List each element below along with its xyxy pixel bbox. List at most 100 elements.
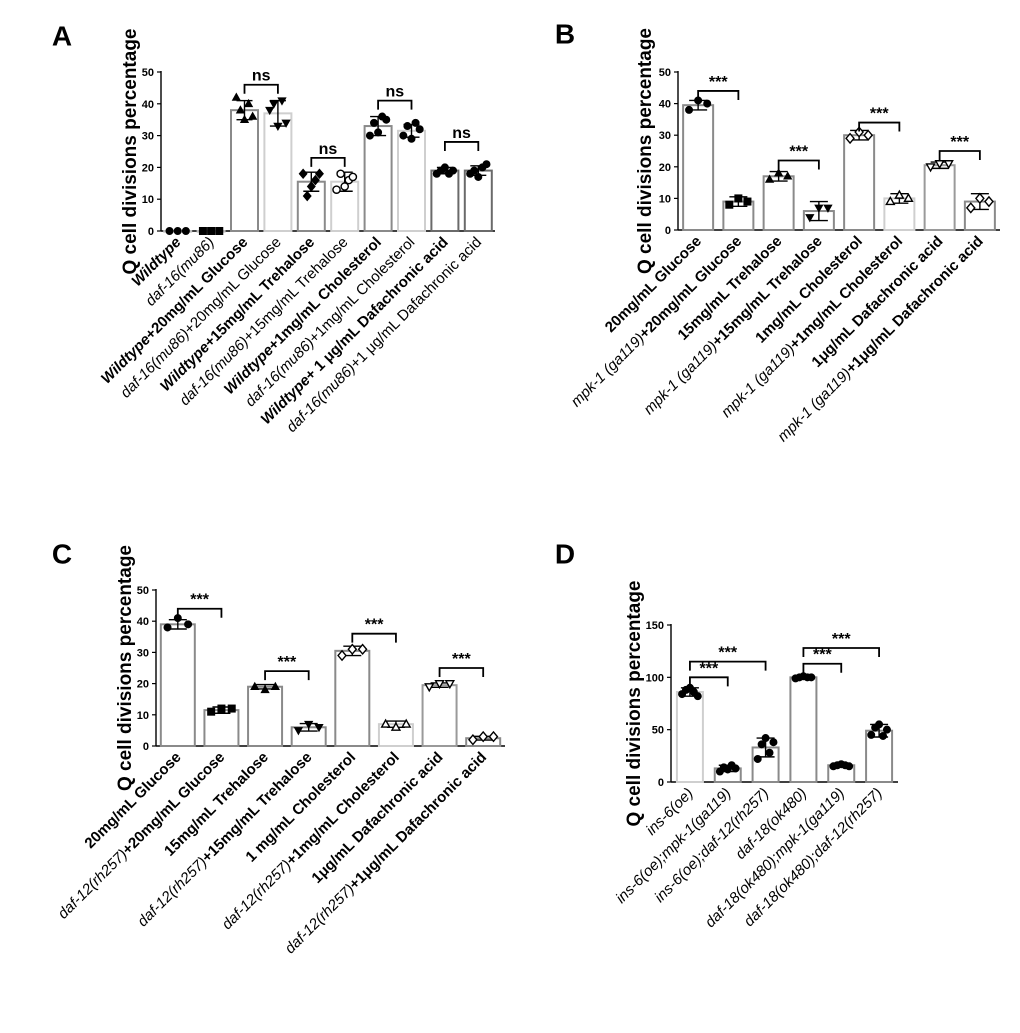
data-point — [424, 683, 435, 693]
data-point — [814, 204, 824, 213]
category-label: mpk-1 (ga119)+20mg/mL Glucose — [568, 233, 746, 411]
data-point — [173, 226, 182, 235]
category-label-part: (rh257) — [85, 846, 131, 892]
significance-label: *** — [789, 143, 808, 160]
bar — [421, 684, 458, 747]
data-point — [231, 92, 241, 101]
data-point — [764, 174, 775, 183]
data-point — [823, 204, 833, 213]
category-label-part: mpk-1 (ga119) — [718, 341, 798, 421]
bar — [203, 709, 240, 747]
y-tick-label: 30 — [659, 130, 671, 142]
data-point — [867, 730, 876, 739]
data-point — [765, 748, 774, 757]
data-point — [399, 131, 408, 140]
bar — [675, 690, 704, 784]
data-point — [217, 704, 226, 713]
category-label-part: mpk-1 (ga119) — [640, 338, 720, 418]
y-tick-label: 50 — [142, 67, 154, 79]
data-point — [407, 134, 416, 143]
data-point — [332, 185, 341, 194]
significance-bracket — [938, 150, 981, 160]
data-point — [943, 160, 954, 170]
data-point — [903, 192, 914, 202]
significance-bracket — [310, 156, 346, 167]
data-point — [250, 681, 260, 690]
data-point — [370, 118, 379, 127]
data-point — [885, 195, 896, 206]
category-label: daf-12(rh257)+20mg/mL Glucose — [55, 749, 229, 923]
bar — [843, 134, 876, 231]
y-tick-label: 20 — [142, 162, 154, 174]
y-tick-label: 150 — [646, 620, 664, 632]
category-label-part: (rh257) — [840, 785, 886, 831]
data-point — [227, 704, 236, 713]
significance-bracket — [351, 632, 397, 643]
data-point — [757, 740, 766, 749]
significance-bracket — [264, 670, 310, 681]
y-tick-label: 50 — [137, 585, 149, 597]
data-point — [215, 226, 224, 235]
data-point — [348, 172, 358, 182]
data-point — [753, 754, 762, 763]
significance-label: *** — [452, 651, 471, 668]
data-point — [382, 115, 391, 124]
y-tick-label: 50 — [652, 725, 664, 737]
data-point — [769, 738, 778, 747]
bar — [159, 623, 196, 748]
data-point — [306, 181, 316, 192]
data-point — [273, 122, 283, 132]
data-point — [198, 226, 207, 235]
data-point — [239, 114, 250, 123]
data-point — [875, 720, 884, 729]
significance-bracket — [802, 647, 880, 658]
data-point — [357, 643, 368, 656]
data-point — [488, 730, 499, 743]
y-tick-label: 40 — [659, 99, 671, 111]
data-point — [340, 182, 350, 191]
data-point — [434, 680, 445, 690]
significance-label: *** — [832, 631, 851, 648]
significance-bracket — [802, 662, 843, 673]
significance-bracket — [243, 83, 279, 94]
panel-d: DQ cell divisions percentage 050100150ins… — [555, 538, 898, 931]
data-point — [281, 119, 291, 128]
bar — [247, 685, 284, 747]
significance-label: *** — [870, 106, 889, 123]
y-tick-label: 10 — [142, 194, 154, 206]
category-label-part: mpk-1 (ga119) — [774, 365, 854, 445]
significance-label: *** — [709, 74, 728, 91]
y-tick-label: 10 — [659, 193, 671, 205]
y-tick-label: 0 — [143, 741, 149, 753]
data-point — [298, 168, 308, 180]
bar — [923, 164, 956, 231]
y-tick-label: 30 — [142, 131, 154, 143]
data-point — [380, 718, 391, 728]
data-point — [703, 99, 712, 108]
data-point — [761, 734, 770, 743]
significance-bracket — [444, 141, 480, 151]
significance-label: ns — [385, 84, 404, 101]
panel-letter: D — [555, 538, 575, 569]
data-point — [925, 163, 936, 173]
category-label: daf-12(rh257)+1μg/mL Dafachronic acid — [282, 749, 490, 957]
significance-bracket — [438, 667, 485, 677]
significance-label: *** — [950, 134, 969, 151]
data-point — [243, 98, 254, 108]
data-point — [879, 731, 888, 740]
data-point — [482, 160, 491, 169]
data-point — [965, 202, 976, 214]
y-tick-label: 0 — [665, 225, 671, 237]
data-point — [302, 190, 312, 202]
data-point — [411, 118, 420, 127]
data-point — [269, 100, 279, 109]
y-axis-title: Q cell divisions percentage — [635, 28, 656, 274]
data-point — [336, 169, 345, 179]
data-point — [365, 131, 374, 140]
y-tick-label: 50 — [659, 67, 671, 79]
significance-label: *** — [813, 647, 832, 664]
